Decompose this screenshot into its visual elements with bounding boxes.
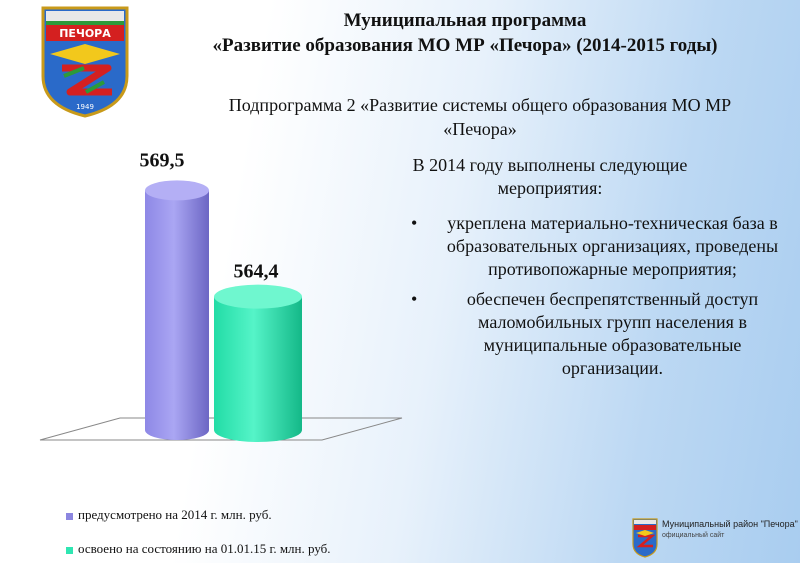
emblem-text: ПЕЧОРА — [59, 27, 111, 40]
legend-item-planned: предусмотрено на 2014 г. млн. руб. — [66, 507, 272, 523]
site-logo-icon — [632, 518, 658, 558]
bars-layer — [145, 180, 302, 442]
site-logo-subtitle: официальный сайт — [662, 532, 725, 539]
title-line-2: «Развитие образования МО МР «Печора» (20… — [212, 35, 718, 56]
bar-cap-actual — [214, 284, 302, 309]
labels-layer: 569,5 564,4 — [140, 149, 279, 282]
bar-planned — [145, 180, 209, 440]
bar-actual — [214, 284, 302, 442]
bullet-dot: • — [411, 289, 418, 309]
bar-body-planned — [145, 190, 209, 440]
legend-swatch-actual — [66, 546, 73, 554]
bar-body-actual — [214, 296, 302, 442]
bullet-list: • укреплена материально-техническая база … — [405, 212, 790, 387]
coat-of-arms-emblem: ПЕЧОРА 1949 — [41, 6, 129, 118]
intro-text: В 2014 году выполнены следующие мероприя… — [412, 155, 688, 198]
bullet-text: укреплена материально-техническая база в… — [446, 213, 779, 279]
bar-cap-planned — [145, 180, 209, 201]
page-title: Муниципальная программа «Развитие образо… — [150, 8, 780, 58]
legend-label-actual: освоено на состоянию на 01.01.15 г. млн.… — [78, 541, 331, 556]
bullet-dot: • — [411, 213, 418, 233]
data-label-actual: 564,4 — [234, 261, 279, 283]
title-line-1: Муниципальная программа — [343, 10, 587, 31]
subprogram-heading: Подпрограмма 2 «Развитие системы общего … — [228, 95, 732, 139]
chart-floor — [39, 417, 403, 441]
bullet-text: обеспечен беспрепятственный доступ малом… — [466, 289, 759, 378]
data-label-planned: 569,5 — [140, 149, 185, 171]
emblem-year: 1949 — [76, 103, 94, 111]
site-logo-title: Муниципальный район "Печора" — [662, 519, 798, 529]
legend-label-planned: предусмотрено на 2014 г. млн. руб. — [78, 507, 272, 522]
site-logo-text: Муниципальный район "Печора" официальный… — [662, 519, 798, 541]
list-item: • укреплена материально-техническая база … — [405, 212, 790, 281]
legend-swatch-planned — [66, 512, 73, 520]
list-item: • обеспечен беспрепятственный доступ мало… — [405, 288, 790, 380]
legend-item-actual: освоено на состоянию на 01.01.15 г. млн.… — [66, 541, 331, 557]
